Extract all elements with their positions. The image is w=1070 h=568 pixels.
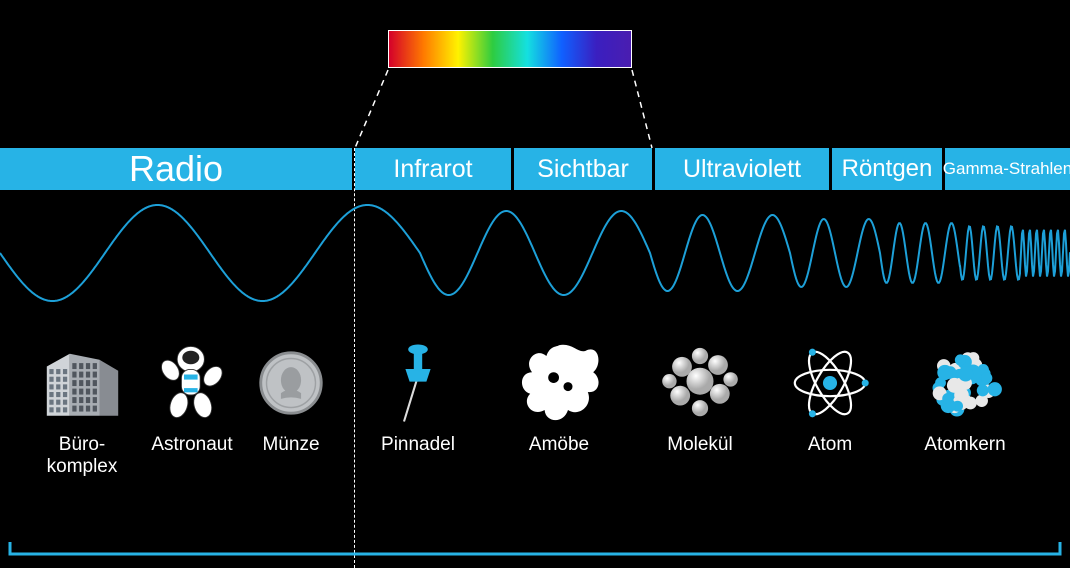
nucleus-icon bbox=[920, 338, 1010, 428]
pin-icon bbox=[373, 338, 463, 428]
scale-label-building: Büro-komplex bbox=[47, 434, 118, 478]
scale-label-coin: Münze bbox=[262, 434, 319, 456]
scale-label-amoeba: Amöbe bbox=[529, 434, 589, 456]
astronaut-icon bbox=[147, 338, 237, 428]
scale-item-pin: Pinnadel bbox=[363, 338, 473, 456]
scale-objects-row: Büro-komplex Astronaut Münze bbox=[0, 0, 1070, 568]
scale-item-molecule: Molekül bbox=[645, 338, 755, 456]
scale-item-coin: Münze bbox=[236, 338, 346, 456]
scale-label-atom: Atom bbox=[808, 434, 852, 456]
scale-label-molecule: Molekül bbox=[667, 434, 732, 456]
coin-icon bbox=[246, 338, 336, 428]
scale-item-atom: Atom bbox=[775, 338, 885, 456]
amoeba-icon bbox=[514, 338, 604, 428]
scale-item-astronaut: Astronaut bbox=[137, 338, 247, 456]
bottom-bracket bbox=[0, 536, 1070, 566]
atom-icon bbox=[785, 338, 875, 428]
scale-item-nucleus: Atomkern bbox=[910, 338, 1020, 456]
building-icon bbox=[37, 338, 127, 428]
scale-label-pin: Pinnadel bbox=[381, 434, 455, 456]
scale-label-nucleus: Atomkern bbox=[924, 434, 1005, 456]
molecule-icon bbox=[655, 338, 745, 428]
scale-item-amoeba: Amöbe bbox=[504, 338, 614, 456]
scale-item-building: Büro-komplex bbox=[27, 338, 137, 478]
scale-label-astronaut: Astronaut bbox=[151, 434, 232, 456]
